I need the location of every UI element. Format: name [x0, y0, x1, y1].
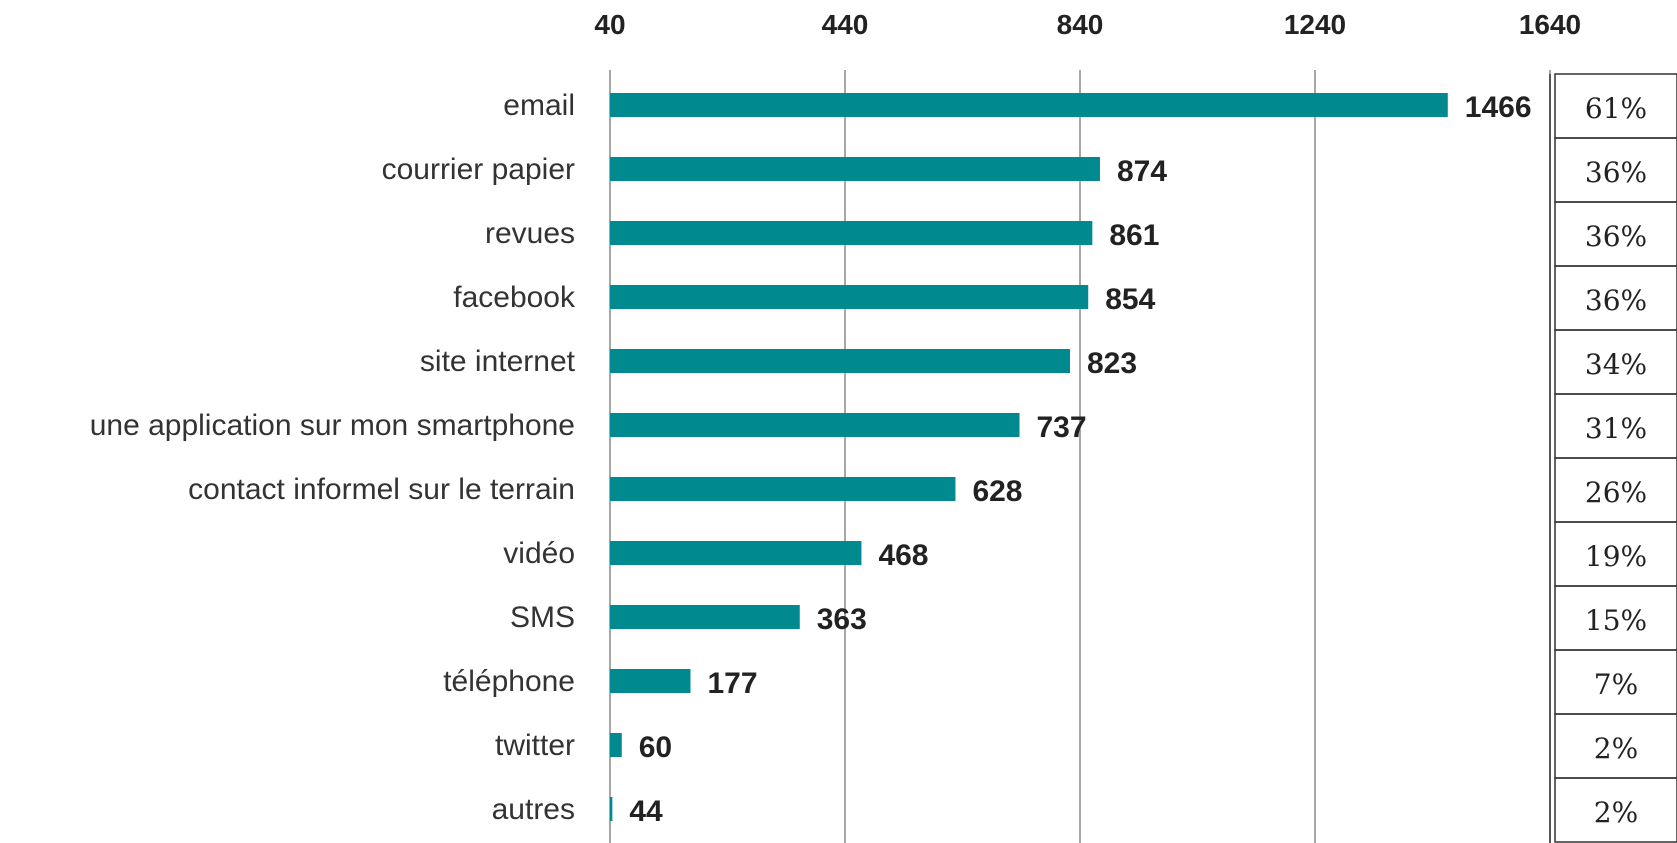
value-label: 737: [1036, 411, 1086, 444]
percentage-label: 2%: [1594, 796, 1638, 829]
x-tick-label: 40: [594, 9, 625, 40]
value-label: 177: [707, 667, 757, 700]
bar: [610, 669, 691, 693]
value-label: 468: [878, 539, 928, 572]
percentage-cell: [1554, 777, 1677, 843]
category-label: une application sur mon smartphone: [90, 409, 575, 442]
bars: [610, 93, 1448, 821]
percentage-column: 61% 36% 36% 36% 34% 31% 26% 19% 15% 7% 2% 2%: [1549, 73, 1677, 843]
category-label: autres: [492, 793, 575, 826]
bar: [610, 93, 1448, 117]
x-tick-label: 1640: [1519, 9, 1581, 40]
bar: [610, 285, 1089, 309]
category-label: vidéo: [503, 537, 575, 570]
category-label: contact informel sur le terrain: [188, 473, 575, 506]
value-label: 44: [629, 795, 663, 828]
category-label: twitter: [495, 729, 575, 762]
bar: [610, 797, 613, 821]
category-label: téléphone: [443, 665, 575, 698]
value-label: 861: [1109, 219, 1159, 252]
percentage-label: 19%: [1585, 540, 1647, 573]
percentage-label: 26%: [1585, 476, 1647, 509]
percentage-label: 34%: [1585, 348, 1647, 381]
category-label: facebook: [453, 281, 576, 314]
bar: [610, 541, 862, 565]
percentage-label: 36%: [1585, 284, 1647, 317]
category-labels: email courrier papier revues facebook site i…: [90, 89, 576, 826]
gridlines: [609, 70, 1551, 843]
category-label: SMS: [510, 601, 575, 634]
bar: [610, 157, 1100, 181]
category-label: courrier papier: [382, 153, 575, 186]
percentage-label: 7%: [1594, 668, 1638, 701]
bar: [610, 221, 1093, 245]
percentage-label: 36%: [1585, 156, 1647, 189]
x-tick-label: 840: [1057, 9, 1104, 40]
percentage-label: 31%: [1585, 412, 1647, 445]
value-label: 1466: [1465, 91, 1532, 124]
percentage-label: 2%: [1594, 732, 1638, 765]
percentage-label: 61%: [1585, 92, 1647, 125]
bar: [610, 413, 1020, 437]
category-label: site internet: [420, 345, 576, 378]
category-label: revues: [485, 217, 575, 250]
value-label: 363: [817, 603, 867, 636]
value-label: 823: [1087, 347, 1137, 380]
category-label: email: [503, 89, 575, 122]
bar: [610, 349, 1071, 373]
x-tick-label: 440: [822, 9, 869, 40]
value-label: 628: [972, 475, 1022, 508]
percentage-label: 15%: [1585, 604, 1647, 637]
x-tick-label: 1240: [1284, 9, 1346, 40]
bar: [610, 477, 956, 501]
percentage-label: 36%: [1585, 220, 1647, 253]
bar: [610, 605, 800, 629]
value-label: 854: [1105, 283, 1155, 316]
bar: [610, 733, 622, 757]
value-label: 60: [639, 731, 672, 764]
value-label: 874: [1117, 155, 1167, 188]
x-axis-tick-labels: 40 440 840 1240 1640: [594, 9, 1581, 40]
